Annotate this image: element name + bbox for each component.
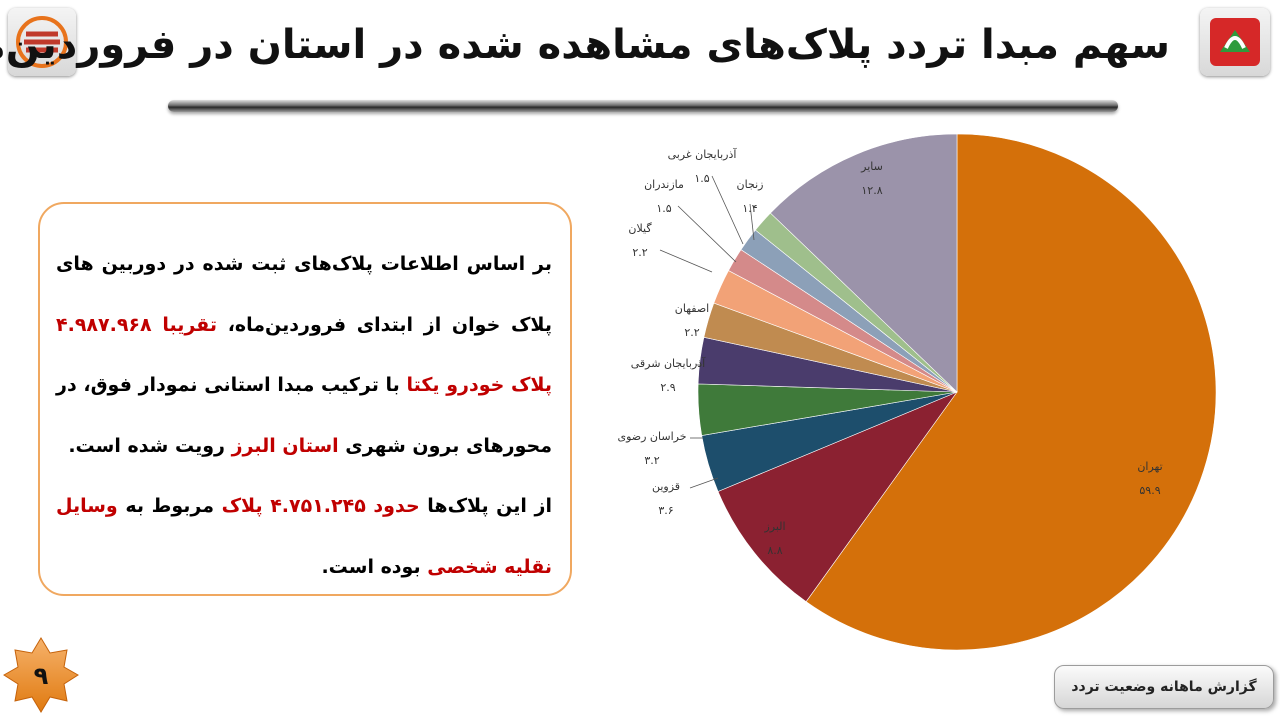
title-divider: [168, 100, 1118, 112]
leader-line: [659, 249, 713, 273]
organization-logo-left: [8, 8, 76, 76]
page-title: سهم مبدا تردد پلاک‌های مشاهده شده در است…: [0, 22, 1170, 68]
slice-value-label: ۱۲.۸: [861, 184, 882, 197]
slice-name-label: گیلان: [628, 222, 652, 235]
slice-name-label: تهران: [1137, 460, 1162, 473]
pie-slice: [805, 133, 1217, 651]
pie-chart-svg: تهران ۵۹.۹ البرز ۸.۸ قزوین ۳.۶ خراسان رضوی ۳.۲ آ…: [617, 133, 1217, 651]
text-segment: رویت شده است.: [68, 434, 232, 457]
page-number: ۹: [34, 662, 49, 690]
text-segment: با ترکیب مبدا استانی نمودار فوق، در محور…: [56, 374, 552, 457]
description-text: بر اساس اطلاعات پلاک‌های ثبت شده در دورب…: [56, 234, 552, 597]
slice-value-label: ۱.۵: [694, 172, 709, 185]
slice-name-label: اصفهان: [675, 302, 709, 315]
slice-value-label: ۱.۵: [656, 202, 671, 215]
slice-value-label: ۲.۲: [684, 326, 699, 339]
slice-name-label: مازندران: [644, 178, 684, 191]
report-footer-label: گزارش ماهانه وضعیت تردد: [1054, 665, 1274, 709]
pie-chart: تهران ۵۹.۹ البرز ۸.۸ قزوین ۳.۶ خراسان رضوی ۳.۲ آ…: [600, 120, 1280, 660]
slice-value-label: ۲.۹: [660, 381, 675, 394]
pie-slice: [717, 391, 958, 603]
slice-value-label: ۸.۸: [767, 544, 782, 557]
slice-name-label: البرز: [763, 520, 785, 533]
slice-name-label: خراسان رضوی: [617, 430, 686, 443]
organization-logo-right: [1200, 8, 1270, 76]
leader-line: [677, 205, 737, 263]
slice-name-label: سایر: [860, 160, 883, 173]
slice-value-label: ۵۹.۹: [1139, 484, 1160, 497]
highlighted-text: تقریبا ۴.۹۸۷.۹۶۸ پلاک خودرو یکتا: [56, 313, 552, 397]
highlighted-text: حدود ۴.۷۵۱.۲۴۵ پلاک: [221, 495, 420, 517]
pie-slice: [770, 133, 958, 393]
leader-line: [711, 175, 744, 245]
description-box: بر اساس اطلاعات پلاک‌های ثبت شده در دورب…: [38, 202, 572, 596]
slice-name-label: آذربایجان غربی: [668, 147, 738, 161]
slice-value-label: ۱.۴: [742, 202, 757, 215]
slice-name-label: قزوین: [652, 480, 680, 493]
page-number-badge: ۹: [2, 634, 80, 716]
slice-value-label: ۲.۲: [632, 246, 647, 259]
slice-value-label: ۳.۶: [658, 504, 673, 517]
text-segment: مربوط به: [117, 495, 222, 517]
highlighted-text: استان البرز: [231, 434, 339, 457]
leader-line: [689, 477, 719, 489]
text-segment: بوده است.: [321, 555, 428, 578]
slice-name-label: زنجان: [737, 178, 764, 191]
leader-line: [749, 203, 755, 241]
text-segment: بر اساس اطلاعات پلاک‌های ثبت شده در دورب…: [56, 253, 552, 336]
text-segment: از این پلاک‌ها: [419, 495, 552, 517]
slice-name-label: آذربایجان شرقی: [631, 356, 706, 370]
highlighted-text: وسایل نقلیه شخصی: [56, 495, 552, 578]
slice-value-label: ۳.۲: [644, 454, 659, 467]
